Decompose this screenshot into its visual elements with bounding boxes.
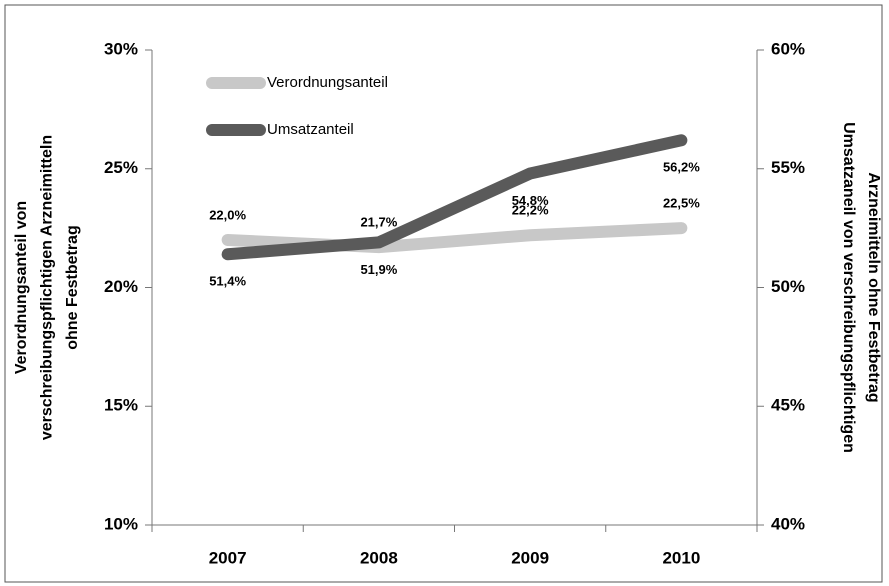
y2-tick-label: 40% xyxy=(771,514,805,533)
y2-axis-title: Umsatzaneil von verschreibungspflichtige… xyxy=(840,122,857,453)
data-label: 21,7% xyxy=(360,215,397,230)
y-axis-title: ohne Festbetrag xyxy=(64,225,81,349)
y-tick-label: 25% xyxy=(104,158,138,177)
data-label: 22,0% xyxy=(209,207,246,222)
data-label: 51,4% xyxy=(209,274,246,289)
x-tick-label: 2008 xyxy=(360,548,398,567)
chart-frame xyxy=(4,4,883,583)
y2-tick-label: 45% xyxy=(771,396,805,415)
data-label: 22,5% xyxy=(663,196,700,211)
x-tick-label: 2010 xyxy=(662,548,700,567)
data-label: 56,2% xyxy=(663,160,700,175)
legend-label: Umsatzanteil xyxy=(267,121,354,138)
data-label: 54,8% xyxy=(512,193,549,208)
y-tick-label: 20% xyxy=(104,277,138,296)
data-label: 51,9% xyxy=(360,262,397,277)
y2-axis-title: Arzneimitteln ohne Festbetrag xyxy=(865,172,882,402)
y2-tick-label: 55% xyxy=(771,158,805,177)
x-tick-label: 2009 xyxy=(511,548,549,567)
x-tick-label: 2007 xyxy=(209,548,247,567)
legend-label: Verordnungsanteil xyxy=(267,74,388,91)
data-label: 22,2% xyxy=(512,203,549,218)
y-axis-title: Verordnungsanteil von xyxy=(13,201,30,374)
y2-tick-label: 50% xyxy=(771,277,805,296)
y-axis-title: verschreibungspflichtigen Arzneimitteln xyxy=(39,135,56,440)
y-tick-label: 10% xyxy=(104,514,138,533)
y2-tick-label: 60% xyxy=(771,39,805,58)
y-tick-label: 30% xyxy=(104,39,138,58)
y-tick-label: 15% xyxy=(104,396,138,415)
line-series xyxy=(221,134,688,261)
